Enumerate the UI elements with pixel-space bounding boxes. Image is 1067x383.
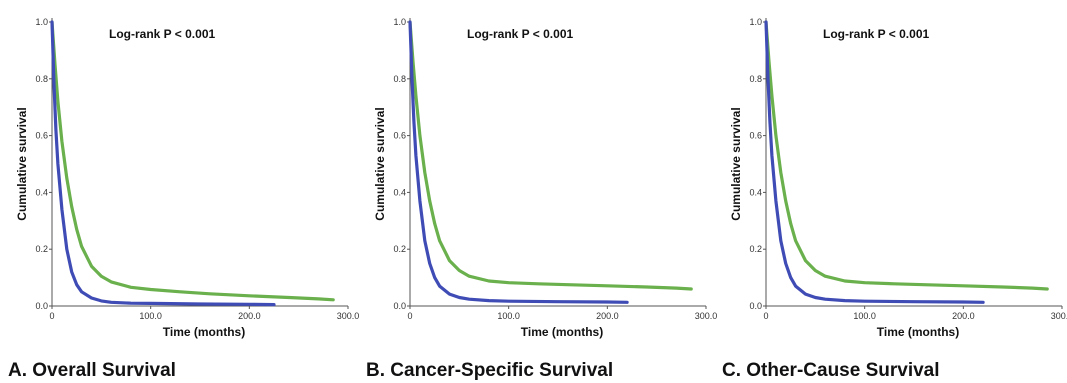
panel-caption: A. Overall Survival	[8, 360, 176, 381]
panel-caption: B. Cancer-Specific Survival	[366, 360, 613, 381]
km-panel-3: 0.0 0.2 0.4 0.6 0.8 1.0 0 100.0 200.0 300.0 Log-ra…	[722, 17, 1067, 381]
y-tick-label: 0.2	[749, 244, 762, 254]
x-tick-label: 300.0	[695, 311, 718, 321]
x-tick-label: 200.0	[238, 311, 261, 321]
x-tick-label: 0	[763, 311, 768, 321]
y-tick-label: 1.0	[393, 17, 406, 27]
y-tick-label: 0.2	[35, 244, 48, 254]
x-tick-label: 0	[49, 311, 54, 321]
x-tick-label: 300.0	[337, 311, 360, 321]
y-tick-label: 0.4	[749, 187, 762, 197]
survival-curve-blue	[50, 20, 276, 307]
x-tick-label: 0	[407, 311, 412, 321]
survival-curve-green	[764, 20, 1049, 291]
x-tick-label: 100.0	[853, 311, 876, 321]
x-tick-label: 100.0	[139, 311, 162, 321]
y-tick-label: 0.2	[393, 244, 406, 254]
panel-caption: C. Other-Cause Survival	[722, 360, 940, 381]
y-tick-label: 0.6	[35, 131, 48, 141]
y-tick-label: 1.0	[35, 17, 48, 27]
survival-curve-blue	[764, 20, 985, 304]
log-rank-annotation: Log-rank P < 0.001	[467, 27, 573, 41]
y-tick-label: 0.6	[393, 131, 406, 141]
y-tick-label: 0.8	[35, 74, 48, 84]
x-tick-label: 200.0	[596, 311, 619, 321]
x-tick-label: 300.0	[1051, 311, 1067, 321]
y-tick-label: 0.0	[749, 301, 762, 311]
survival-curve-green	[50, 20, 335, 302]
y-axis-label: Cumulative survival	[15, 107, 29, 220]
y-axis-label: Cumulative survival	[373, 107, 387, 220]
x-tick-label: 100.0	[497, 311, 520, 321]
y-tick-label: 0.0	[393, 301, 406, 311]
survival-curve-green	[408, 20, 693, 291]
y-tick-label: 0.0	[35, 301, 48, 311]
y-tick-label: 0.4	[35, 187, 48, 197]
x-axis-label: Time (months)	[877, 325, 959, 339]
x-axis-label: Time (months)	[163, 325, 245, 339]
y-tick-label: 0.8	[749, 74, 762, 84]
log-rank-annotation: Log-rank P < 0.001	[823, 27, 929, 41]
log-rank-annotation: Log-rank P < 0.001	[109, 27, 215, 41]
km-panel-2: 0.0 0.2 0.4 0.6 0.8 1.0 0 100.0 200.0 300.0 Log-ra…	[366, 17, 717, 381]
x-axis-label: Time (months)	[521, 325, 603, 339]
y-tick-label: 1.0	[749, 17, 762, 27]
y-tick-label: 0.4	[393, 187, 406, 197]
km-panel-1: 0.0 0.2 0.4 0.6 0.8 1.0 0 100.0 200.0 300.0 Log-ra…	[8, 17, 359, 381]
x-tick-label: 200.0	[952, 311, 975, 321]
y-tick-label: 0.8	[393, 74, 406, 84]
y-tick-label: 0.6	[749, 131, 762, 141]
survival-curve-blue	[408, 20, 629, 304]
y-axis-label: Cumulative survival	[729, 107, 743, 220]
